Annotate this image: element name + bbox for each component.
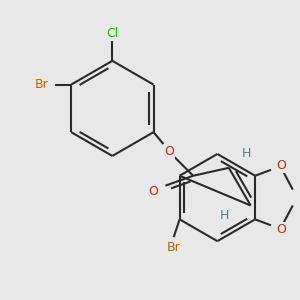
- Text: Cl: Cl: [106, 27, 118, 40]
- Text: O: O: [276, 223, 286, 236]
- Text: O: O: [164, 146, 174, 158]
- Text: H: H: [220, 209, 230, 222]
- Text: O: O: [276, 159, 286, 172]
- Text: O: O: [148, 185, 158, 198]
- Text: H: H: [242, 148, 251, 160]
- Text: Br: Br: [167, 241, 181, 254]
- Text: Br: Br: [34, 78, 48, 91]
